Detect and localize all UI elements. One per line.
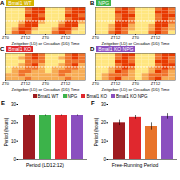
svg-text:Period (hours): Period (hours) [4,117,9,146]
html-text:C: C [0,46,5,52]
svg-text:ZT0: ZT0 [131,35,140,41]
svg-text:20: 20 [101,120,107,125]
svg-text:0: 0 [103,157,106,162]
html-text:Bmal1 KO: Bmal1 KO [8,46,32,52]
html-text:Bmal1 KO NPG: Bmal1 KO NPG [98,46,134,52]
svg-text:ZT0: ZT0 [41,81,50,87]
svg-text:ZT12: ZT12 [150,81,161,87]
svg-text:10: 10 [11,139,17,144]
html-text:NPG: NPG [98,0,110,6]
html-text:E: E [1,100,5,106]
svg-text:ZT12: ZT12 [110,35,121,41]
svg-text:30: 30 [11,102,17,107]
html-text:F: F [91,100,95,106]
svg-text:Zeitgeber (LD) or Circadian (D: Zeitgeber (LD) or Circadian (DD) Time [102,41,171,46]
html-text:B: B [90,0,95,6]
svg-text:ZT0: ZT0 [131,81,140,87]
svg-text:ZT0: ZT0 [92,81,100,86]
html-text:Bmal1 KO: Bmal1 KO [86,93,107,99]
svg-text:ZT12: ZT12 [20,35,31,41]
html-text:Free-Running Period: Free-Running Period [111,162,159,168]
svg-text:ZT12: ZT12 [60,81,71,87]
html-text:A: A [0,0,5,6]
svg-text:ZT0: ZT0 [2,35,10,40]
svg-text:ZT12: ZT12 [150,35,161,41]
html-text:Bmal1 WT: Bmal1 WT [37,93,59,99]
svg-text:ZT12: ZT12 [110,81,121,87]
html-text:Period (LD12:12): Period (LD12:12) [26,162,64,168]
svg-text:ZT0: ZT0 [92,35,100,40]
html-text:D: D [90,46,95,52]
html-text:NPG: NPG [67,93,78,99]
svg-text:10: 10 [101,139,107,144]
html-text:Bmal1 KO NPG: Bmal1 KO NPG [115,93,148,99]
svg-text:ZT12: ZT12 [20,81,31,87]
svg-text:Zeitgeber (LD) or Circadian (D: Zeitgeber (LD) or Circadian (DD) Time [102,87,171,92]
svg-text:Zeitgeber (LD) or Circadian (D: Zeitgeber (LD) or Circadian (DD) Time [12,87,81,92]
svg-text:ZT0: ZT0 [2,81,10,86]
svg-text:Period (hours): Period (hours) [94,117,99,146]
svg-text:30: 30 [101,102,107,107]
svg-text:ZT12: ZT12 [60,35,71,41]
svg-text:ZT0: ZT0 [41,35,50,41]
svg-text:Zeitgeber (LD) or Circadian (D: Zeitgeber (LD) or Circadian (DD) Time [12,41,81,46]
html-text:Bmal1 WT: Bmal1 WT [8,0,32,6]
svg-text:0: 0 [13,157,16,162]
svg-text:20: 20 [11,120,17,125]
